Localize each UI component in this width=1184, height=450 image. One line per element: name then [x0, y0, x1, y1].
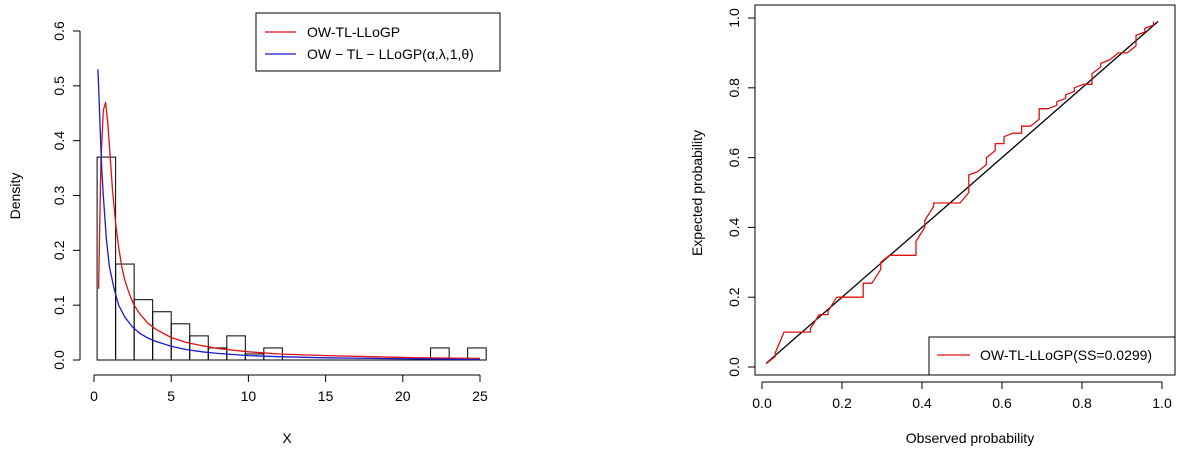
x-tick-label: 25: [472, 388, 488, 404]
y-tick-label: 0.5: [51, 76, 67, 96]
density-curve-ow-tl-llogp: [97, 101, 481, 360]
y-tick-label: 0.4: [51, 131, 67, 151]
y-tick-label: 0.8: [726, 78, 742, 98]
histogram-bar: [96, 156, 117, 361]
legend: OW-TL-LLoGP(SS=0.0299): [928, 336, 1176, 376]
histogram-bar: [430, 347, 450, 361]
x-tick-label: 0: [90, 388, 98, 404]
y-tick-label: 0.3: [51, 186, 67, 206]
y-tick-label: 0.6: [51, 21, 67, 41]
x-tick-label: 0.6: [992, 395, 1012, 411]
x-tick-label: 0.4: [912, 395, 932, 411]
histogram-bar: [170, 323, 191, 361]
x-axis-title: Observed probability: [906, 430, 1034, 446]
y-tick-label: 0.4: [726, 217, 742, 237]
legend: OW-TL-LLoGP OW − TL − LLoGP(α,λ,1,θ): [255, 12, 501, 72]
legend-label: OW − TL − LLoGP(α,λ,1,θ): [307, 46, 474, 62]
histogram-bar: [244, 353, 265, 361]
x-tick-label: 5: [167, 388, 175, 404]
legend-box: [928, 336, 1176, 376]
legend-label: OW-TL-LLoGP: [307, 24, 400, 40]
y-tick-label: 0.1: [51, 295, 67, 315]
reference-diagonal-line: [765, 21, 1159, 364]
x-tick-label: 1.0: [1152, 395, 1172, 411]
y-tick-label: 0.2: [726, 287, 742, 307]
histogram-bar: [189, 335, 209, 361]
y-tick-label: 1.0: [726, 8, 742, 28]
y-axis-title: Density: [7, 173, 23, 220]
density-curve-ow-tl-llogp-reduced: [97, 69, 481, 361]
x-tick-label: 0.8: [1072, 395, 1092, 411]
y-tick-label: 0.2: [51, 240, 67, 260]
x-tick-label: 0.0: [752, 395, 772, 411]
y-tick-label: 0.0: [726, 357, 742, 377]
pp-curve-ow-tl-llogp: [765, 21, 1155, 365]
legend-box: [255, 12, 501, 72]
x-tick-label: 20: [395, 388, 411, 404]
y-tick-label: 0.0: [51, 350, 67, 370]
y-axis-title: Expected probability: [689, 130, 705, 256]
x-tick-label: 15: [318, 388, 334, 404]
x-tick-label: 0.2: [832, 395, 852, 411]
x-axis-title: X: [282, 430, 292, 446]
density-histogram-panel: 0 5 10 15 20 25 0.0 0.1 0.2 0.3 0.4 0.5 0.6 X Density O…: [7, 12, 501, 446]
legend-label: OW-TL-LLoGP(SS=0.0299): [980, 347, 1152, 363]
histogram-bar: [226, 335, 246, 361]
pp-plot-panel: 0.0 0.2 0.4 0.6 0.8 1.0 0.0 0.2 0.4 0.6 0.8 1.0 Obse…: [689, 4, 1176, 446]
y-tick-label: 0.6: [726, 148, 742, 168]
x-tick-label: 10: [241, 388, 257, 404]
